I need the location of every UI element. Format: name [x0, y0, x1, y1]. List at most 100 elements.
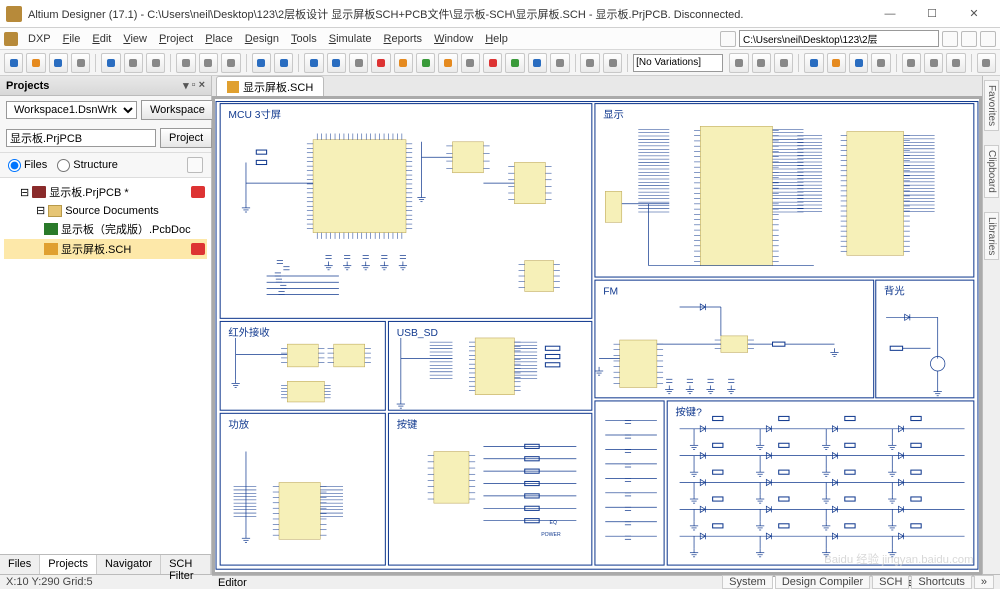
cut-icon[interactable]: [176, 53, 195, 73]
right-dock-strip: Favorites Clipboard Libraries: [982, 76, 1000, 574]
svg-text:EQ: EQ: [550, 520, 557, 526]
dock-tab-favorites[interactable]: Favorites: [984, 80, 999, 131]
menu-file[interactable]: File: [57, 30, 87, 48]
tree-sch-doc[interactable]: 显示屏板.SCH: [4, 239, 207, 259]
variations-select[interactable]: [633, 54, 723, 72]
menu-reports[interactable]: Reports: [378, 30, 429, 48]
tree-project[interactable]: ⊟ 显示板.PrjPCB *: [4, 182, 207, 202]
filter-icon[interactable]: [902, 53, 921, 73]
sheet2-icon[interactable]: [849, 53, 868, 73]
tree-folder[interactable]: ⊟ Source Documents: [4, 202, 207, 219]
units-icon[interactable]: [774, 53, 793, 73]
svg-text:Baidu 经验 jingyan.baidu.com: Baidu 经验 jingyan.baidu.com: [824, 552, 973, 566]
svg-text:按键: 按键: [397, 418, 418, 431]
part-icon[interactable]: [394, 53, 413, 73]
redo-icon[interactable]: [274, 53, 293, 73]
close-button[interactable]: ✕: [954, 2, 994, 26]
help-icon[interactable]: [977, 53, 996, 73]
svg-text:FM: FM: [603, 287, 618, 298]
panel-tab-sch-filter[interactable]: SCH Filter: [161, 555, 211, 574]
menu-edit[interactable]: Edit: [86, 30, 117, 48]
dock-tab-libraries[interactable]: Libraries: [984, 212, 999, 260]
panel-tab-projects[interactable]: Projects: [40, 555, 97, 574]
menu-design[interactable]: Design: [239, 30, 285, 48]
menu-window[interactable]: Window: [428, 30, 479, 48]
svg-text:MCU 3寸屏: MCU 3寸屏: [228, 108, 281, 121]
move-icon[interactable]: [580, 53, 599, 73]
tree-pcb-doc[interactable]: 显示板（完成版）.PcbDoc: [4, 219, 207, 239]
address-input[interactable]: [739, 30, 939, 47]
project-button[interactable]: Project: [160, 128, 212, 148]
compile-icon[interactable]: [505, 53, 524, 73]
grid-icon[interactable]: [729, 53, 748, 73]
new-icon[interactable]: [4, 53, 23, 73]
svg-text:显示: 显示: [603, 109, 624, 121]
list-icon[interactable]: [946, 53, 965, 73]
svg-text:POWER: POWER: [541, 532, 561, 538]
status-btn-shortcuts[interactable]: Shortcuts: [911, 575, 971, 589]
status-menu-icon[interactable]: »: [974, 575, 994, 589]
undo-icon[interactable]: [252, 53, 271, 73]
power-icon[interactable]: [371, 53, 390, 73]
menu-place[interactable]: Place: [199, 30, 239, 48]
copy-icon[interactable]: [199, 53, 218, 73]
panel-dropdown-icon[interactable]: ▾: [183, 79, 189, 92]
menu-tools[interactable]: Tools: [285, 30, 323, 48]
panel-title: Projects: [6, 80, 49, 92]
annotate-icon[interactable]: [827, 53, 846, 73]
nav-home-icon[interactable]: [980, 31, 996, 47]
status-btn-design-compiler[interactable]: Design Compiler: [775, 575, 870, 589]
paste-icon[interactable]: [221, 53, 240, 73]
panel-config-icon[interactable]: [187, 157, 203, 173]
zoom-fit-icon[interactable]: [101, 53, 120, 73]
bus-icon[interactable]: [327, 53, 346, 73]
netlabel-icon[interactable]: [349, 53, 368, 73]
port-icon[interactable]: [438, 53, 457, 73]
panel-tabs: FilesProjectsNavigatorSCH Filter: [0, 554, 211, 574]
files-radio[interactable]: Files: [8, 159, 47, 172]
doc-tab-active[interactable]: 显示屏板.SCH: [216, 76, 324, 96]
schematic-canvas[interactable]: MCU 3寸屏显示FM背光红外接收USB_SD功放按键按键?EQPOWERBai…: [215, 99, 979, 572]
zoom-area-icon[interactable]: [124, 53, 143, 73]
nav-fav-icon[interactable]: [961, 31, 977, 47]
align-icon[interactable]: [804, 53, 823, 73]
cross-icon[interactable]: [528, 53, 547, 73]
workspace-select[interactable]: Workspace1.DsnWrk: [6, 101, 137, 119]
noErc-icon[interactable]: [483, 53, 502, 73]
browse-icon[interactable]: [550, 53, 569, 73]
minimize-button[interactable]: —: [870, 2, 910, 26]
save-icon[interactable]: [49, 53, 68, 73]
panel-close-icon[interactable]: ×: [199, 79, 205, 92]
titlebar: Altium Designer (17.1) - C:\Users\neil\D…: [0, 0, 1000, 28]
print-icon[interactable]: [71, 53, 90, 73]
panel-tab-files[interactable]: Files: [0, 555, 40, 574]
wire-icon[interactable]: [304, 53, 323, 73]
panel-tab-navigator[interactable]: Navigator: [97, 555, 161, 574]
line-icon[interactable]: [871, 53, 890, 73]
workspace-button[interactable]: Workspace: [141, 100, 214, 120]
dock-tab-clipboard[interactable]: Clipboard: [984, 145, 999, 198]
menu-project[interactable]: Project: [153, 30, 199, 48]
inspect-icon[interactable]: [924, 53, 943, 73]
snap-icon[interactable]: [752, 53, 771, 73]
panel-pin-icon[interactable]: ▫: [192, 79, 196, 92]
menu-dxp[interactable]: DXP: [22, 30, 57, 48]
structure-radio[interactable]: Structure: [57, 159, 118, 172]
menu-simulate[interactable]: Simulate: [323, 30, 378, 48]
open-icon[interactable]: [26, 53, 45, 73]
main-area: Projects ▾ ▫ × Workspace1.DsnWrk Workspa…: [0, 76, 1000, 574]
status-btn-sch[interactable]: SCH: [872, 575, 909, 589]
project-tree[interactable]: ⊟ 显示板.PrjPCB * ⊟ Source Documents 显示板（完成…: [0, 178, 211, 554]
maximize-button[interactable]: ☐: [912, 2, 952, 26]
menu-view[interactable]: View: [117, 30, 153, 48]
nav-go-icon[interactable]: [942, 31, 958, 47]
zoom-sel-icon[interactable]: [146, 53, 165, 73]
app-icon: [6, 6, 22, 22]
select-icon[interactable]: [603, 53, 622, 73]
status-btn-system[interactable]: System: [722, 575, 773, 589]
sheet-icon[interactable]: [416, 53, 435, 73]
harness-icon[interactable]: [461, 53, 480, 73]
menu-help[interactable]: Help: [479, 30, 514, 48]
nav-back-icon[interactable]: [720, 31, 736, 47]
project-field[interactable]: [6, 129, 156, 147]
